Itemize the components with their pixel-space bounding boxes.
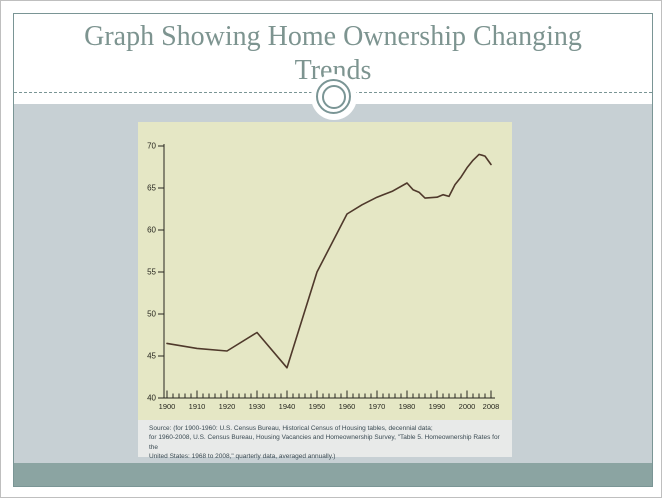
svg-text:1990: 1990 [429, 402, 446, 411]
svg-text:2008: 2008 [483, 402, 500, 411]
svg-text:1960: 1960 [339, 402, 356, 411]
svg-text:1910: 1910 [189, 402, 206, 411]
svg-text:1980: 1980 [399, 402, 416, 411]
svg-text:50: 50 [147, 310, 156, 319]
svg-text:2000: 2000 [459, 402, 476, 411]
source-line: Source: (for 1900-1960: U.S. Census Bure… [149, 425, 433, 432]
source-line: United States: 1968 to 2008," quarterly … [149, 453, 336, 461]
svg-text:60: 60 [147, 226, 156, 235]
source-note: Source: (for 1900-1960: U.S. Census Bure… [138, 420, 512, 460]
svg-text:1900: 1900 [159, 402, 176, 411]
footer-bar [14, 463, 652, 486]
source-line: for 1960-2008, U.S. Census Bureau, Housi… [149, 434, 500, 451]
svg-text:1950: 1950 [309, 402, 326, 411]
chart: 70 65 60 55 50 45 40 1900 1910 1920 1930 1940 1950 19… [138, 122, 512, 460]
svg-text:45: 45 [147, 352, 156, 361]
svg-text:65: 65 [147, 184, 156, 193]
line-chart-plot: 70 65 60 55 50 45 40 1900 1910 1920 1930 1940 1950 19… [138, 122, 512, 420]
circle-ornament-inner-ring-icon [321, 84, 346, 109]
slide-title: Graph Showing Home Ownership Changing Tr… [84, 21, 582, 86]
slide: Graph Showing Home Ownership Changing Tr… [13, 13, 653, 487]
svg-text:1920: 1920 [219, 402, 236, 411]
svg-text:55: 55 [147, 268, 156, 277]
svg-text:1930: 1930 [249, 402, 266, 411]
slide-body: 70 65 60 55 50 45 40 1900 1910 1920 1930 1940 1950 19… [14, 104, 652, 463]
svg-text:70: 70 [147, 142, 156, 151]
svg-text:40: 40 [147, 394, 156, 403]
svg-text:1970: 1970 [369, 402, 386, 411]
circle-ornament-icon [316, 79, 351, 114]
svg-text:1940: 1940 [279, 402, 296, 411]
